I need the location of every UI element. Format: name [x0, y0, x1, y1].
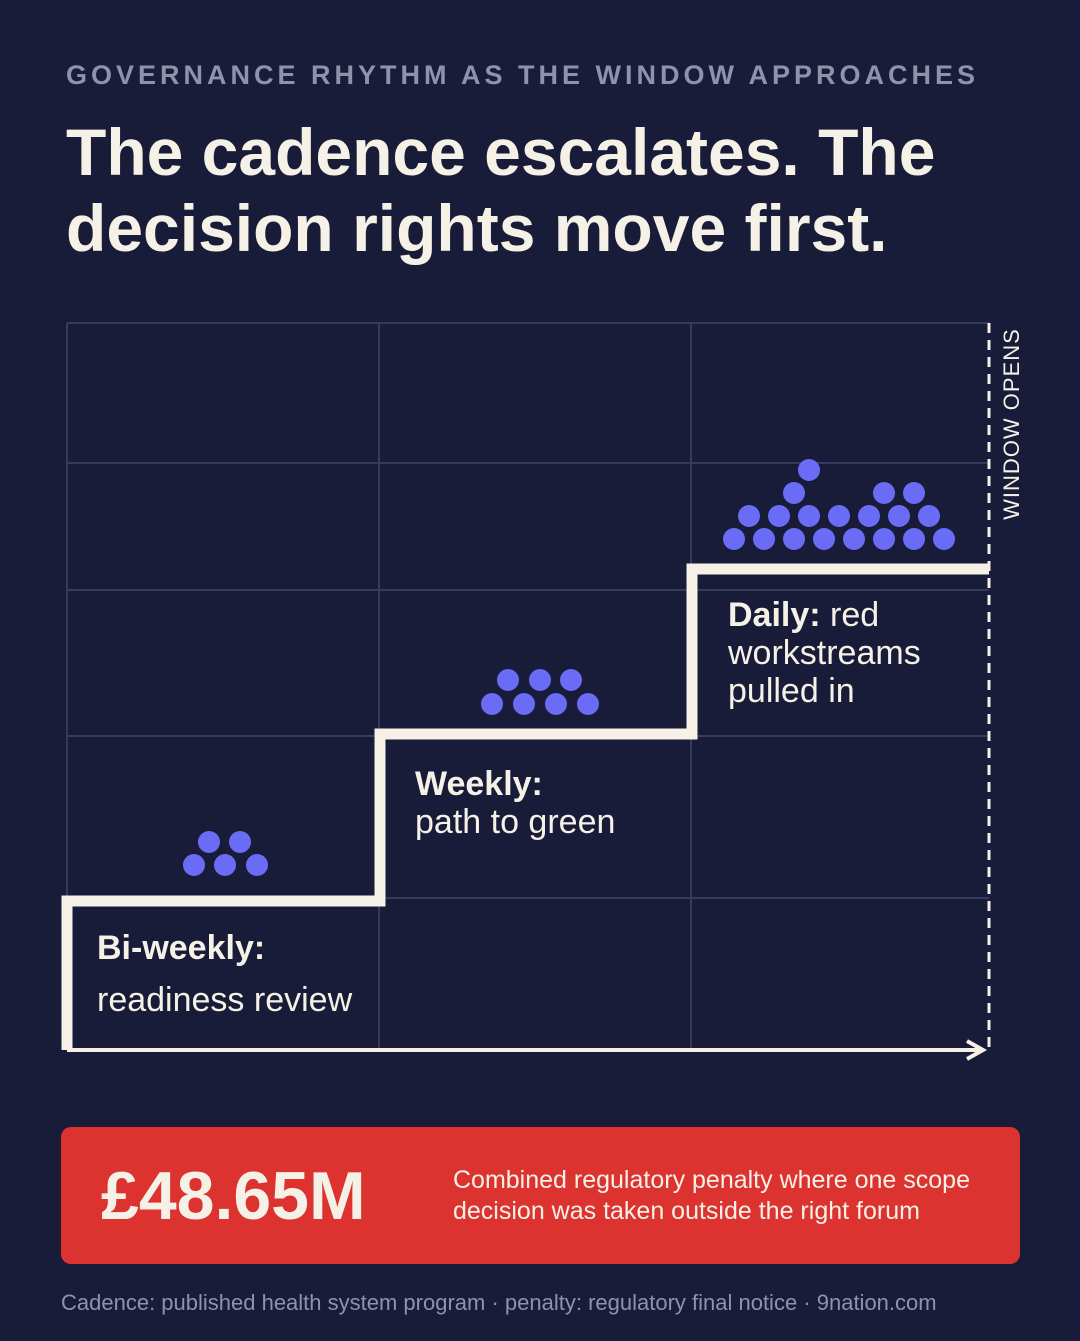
penalty-description: Combined regulatory penalty where one sc… — [453, 1166, 970, 1225]
cadence-dot — [798, 459, 820, 481]
cadence-dot — [723, 528, 745, 550]
step-label-biweekly: Bi-weekly: readiness review — [97, 929, 352, 1019]
step-title: Weekly: — [415, 765, 543, 803]
source-footer: Cadence: published health system program… — [61, 1290, 937, 1315]
cadence-dot — [246, 854, 268, 876]
cadence-dot — [229, 831, 251, 853]
cadence-dot — [918, 505, 940, 527]
cadence-dot — [560, 669, 582, 691]
cadence-dot — [529, 669, 551, 691]
cadence-dot — [183, 854, 205, 876]
step-description: red workstreams pulled in — [728, 596, 921, 710]
kicker: GOVERNANCE RHYTHM AS THE WINDOW APPROACH… — [66, 60, 980, 90]
cadence-dot — [768, 505, 790, 527]
headline: The cadence escalates. The decision righ… — [66, 115, 936, 265]
cadence-dot — [858, 505, 880, 527]
cadence-dot — [798, 505, 820, 527]
step-label-weekly: Weekly: path to green — [415, 765, 615, 841]
step-description: readiness review — [97, 981, 353, 1019]
cadence-dot — [873, 528, 895, 550]
cadence-dot — [813, 528, 835, 550]
cadence-dot — [513, 693, 535, 715]
cadence-dot — [843, 528, 865, 550]
cadence-dot — [198, 831, 220, 853]
cadence-dot — [497, 669, 519, 691]
cadence-dot — [783, 528, 805, 550]
time-axis-arrowhead — [966, 1039, 988, 1061]
step-label-daily: Daily: red workstreams pulled in — [728, 596, 921, 710]
penalty-amount: £48.65M — [101, 1158, 366, 1234]
cadence-dot — [888, 505, 910, 527]
cadence-dot — [828, 505, 850, 527]
cadence-dot — [577, 693, 599, 715]
window-opens-label: WINDOW OPENS — [999, 328, 1024, 520]
cadence-dot — [933, 528, 955, 550]
cadence-dot — [481, 693, 503, 715]
cadence-dot — [753, 528, 775, 550]
step-title: Daily: — [728, 596, 821, 634]
cadence-dots-biweekly — [183, 831, 268, 876]
cadence-dots-daily — [723, 459, 955, 550]
cadence-dot — [738, 505, 760, 527]
cadence-dot — [783, 482, 805, 504]
penalty-callout: £48.65M Combined regulatory penalty wher… — [61, 1127, 1020, 1264]
cadence-dot — [903, 482, 925, 504]
cadence-dot — [214, 854, 236, 876]
step-title: Bi-weekly: — [97, 929, 266, 967]
step-description: path to green — [415, 803, 616, 841]
cadence-dot — [903, 528, 925, 550]
cadence-dot — [545, 693, 567, 715]
cadence-dots-weekly — [481, 669, 599, 715]
stair-line — [61, 563, 989, 1050]
cadence-dot — [873, 482, 895, 504]
